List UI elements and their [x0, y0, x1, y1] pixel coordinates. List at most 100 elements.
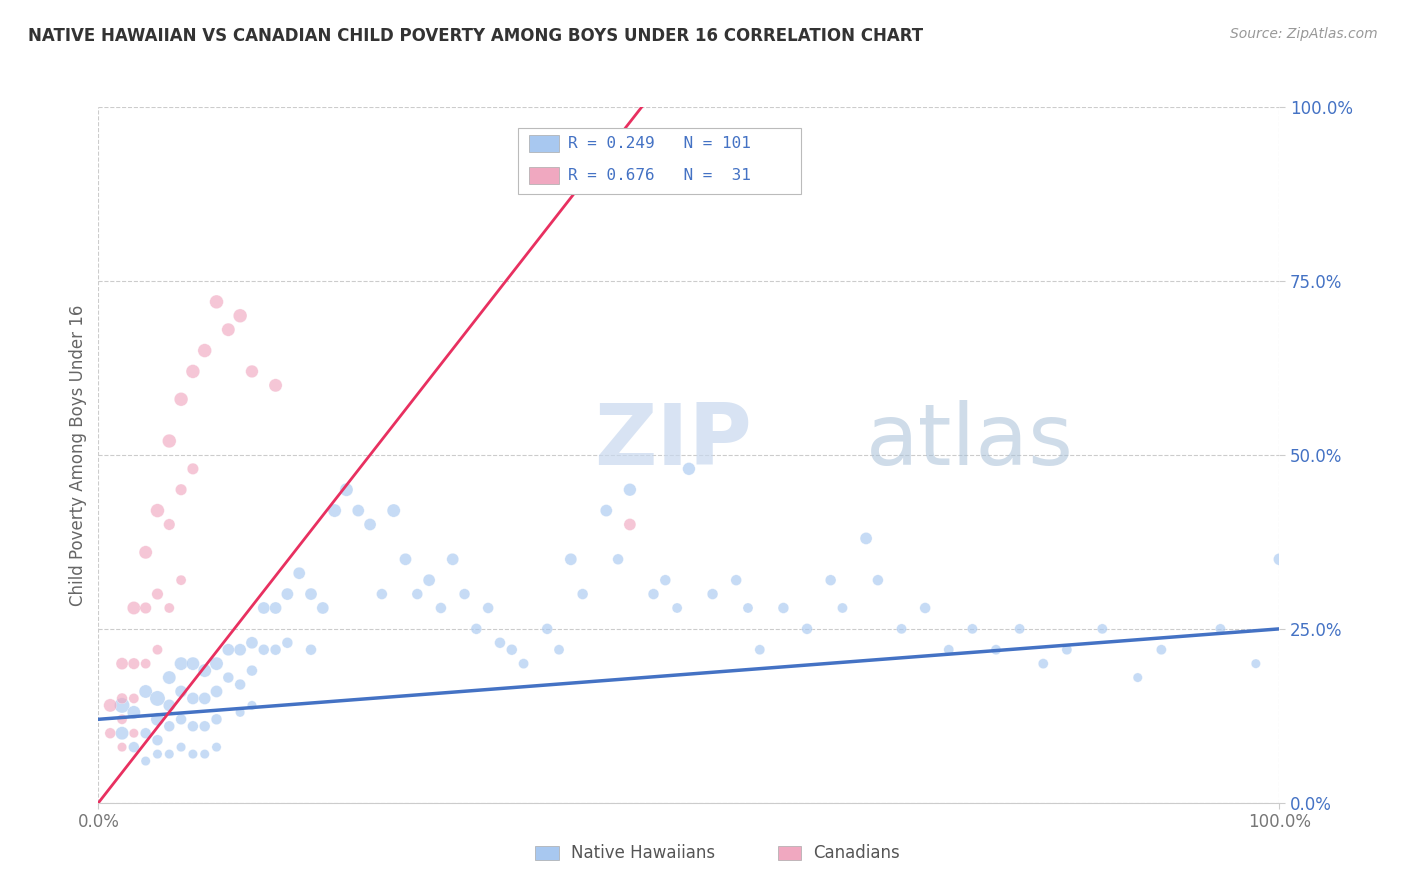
- Point: [890, 622, 912, 636]
- Point: [111, 740, 134, 755]
- Text: Source: ZipAtlas.com: Source: ZipAtlas.com: [1230, 27, 1378, 41]
- Point: [855, 532, 877, 546]
- Point: [654, 573, 676, 587]
- Point: [157, 601, 180, 615]
- Point: [1032, 657, 1054, 671]
- Point: [170, 740, 193, 755]
- Point: [181, 462, 204, 476]
- Point: [181, 747, 204, 761]
- Point: [194, 664, 217, 678]
- Point: [678, 462, 700, 476]
- Point: [146, 642, 169, 657]
- Point: [146, 747, 169, 761]
- Point: [217, 671, 239, 685]
- Point: [122, 657, 145, 671]
- Point: [914, 601, 936, 615]
- FancyBboxPatch shape: [530, 135, 560, 152]
- Point: [217, 642, 239, 657]
- Point: [170, 712, 193, 726]
- Point: [111, 726, 134, 740]
- Point: [619, 483, 641, 497]
- Point: [135, 545, 157, 559]
- Point: [796, 622, 818, 636]
- Point: [135, 657, 157, 671]
- FancyBboxPatch shape: [536, 846, 560, 860]
- Text: NATIVE HAWAIIAN VS CANADIAN CHILD POVERTY AMONG BOYS UNDER 16 CORRELATION CHART: NATIVE HAWAIIAN VS CANADIAN CHILD POVERT…: [28, 27, 924, 45]
- Point: [938, 642, 960, 657]
- Point: [371, 587, 394, 601]
- Point: [157, 517, 180, 532]
- Point: [229, 309, 252, 323]
- Point: [146, 712, 169, 726]
- Point: [465, 622, 488, 636]
- Point: [111, 657, 134, 671]
- Point: [205, 712, 228, 726]
- Point: [157, 747, 180, 761]
- Point: [548, 642, 571, 657]
- Point: [347, 503, 370, 517]
- Point: [111, 691, 134, 706]
- Point: [253, 601, 276, 615]
- Point: [288, 566, 311, 581]
- Point: [229, 642, 252, 657]
- Point: [359, 517, 381, 532]
- Point: [1008, 622, 1031, 636]
- Point: [737, 601, 759, 615]
- Point: [170, 573, 193, 587]
- Point: [312, 601, 335, 615]
- Point: [1268, 552, 1291, 566]
- Point: [229, 706, 252, 720]
- Point: [135, 754, 157, 768]
- Point: [772, 601, 794, 615]
- Point: [146, 733, 169, 747]
- Point: [157, 671, 180, 685]
- Point: [240, 698, 263, 713]
- Point: [111, 698, 134, 713]
- Point: [157, 719, 180, 733]
- Point: [205, 657, 228, 671]
- Point: [170, 483, 193, 497]
- Text: Canadians: Canadians: [813, 844, 900, 862]
- Point: [181, 657, 204, 671]
- Point: [146, 587, 169, 601]
- Point: [1056, 642, 1078, 657]
- Point: [748, 642, 770, 657]
- Point: [299, 642, 322, 657]
- Point: [194, 343, 217, 358]
- Point: [831, 601, 853, 615]
- Point: [111, 712, 134, 726]
- Point: [264, 378, 287, 392]
- Point: [702, 587, 724, 601]
- Point: [98, 726, 121, 740]
- Text: R = 0.249   N = 101: R = 0.249 N = 101: [568, 136, 751, 151]
- Point: [181, 719, 204, 733]
- Point: [181, 364, 204, 378]
- Point: [205, 294, 228, 309]
- Point: [264, 601, 287, 615]
- Point: [619, 517, 641, 532]
- Point: [135, 726, 157, 740]
- Point: [299, 587, 322, 601]
- Text: ZIP: ZIP: [595, 400, 752, 483]
- Point: [253, 642, 276, 657]
- Point: [205, 740, 228, 755]
- Point: [135, 601, 157, 615]
- Point: [146, 691, 169, 706]
- Point: [194, 747, 217, 761]
- Point: [382, 503, 405, 517]
- Point: [194, 691, 217, 706]
- Point: [643, 587, 665, 601]
- Point: [157, 698, 180, 713]
- Point: [264, 642, 287, 657]
- Point: [122, 601, 145, 615]
- Point: [205, 684, 228, 698]
- Point: [276, 636, 298, 650]
- Point: [512, 657, 534, 671]
- Point: [1209, 622, 1232, 636]
- Point: [418, 573, 440, 587]
- Point: [240, 364, 263, 378]
- Point: [122, 726, 145, 740]
- Point: [146, 503, 169, 517]
- Point: [725, 573, 748, 587]
- Point: [122, 706, 145, 720]
